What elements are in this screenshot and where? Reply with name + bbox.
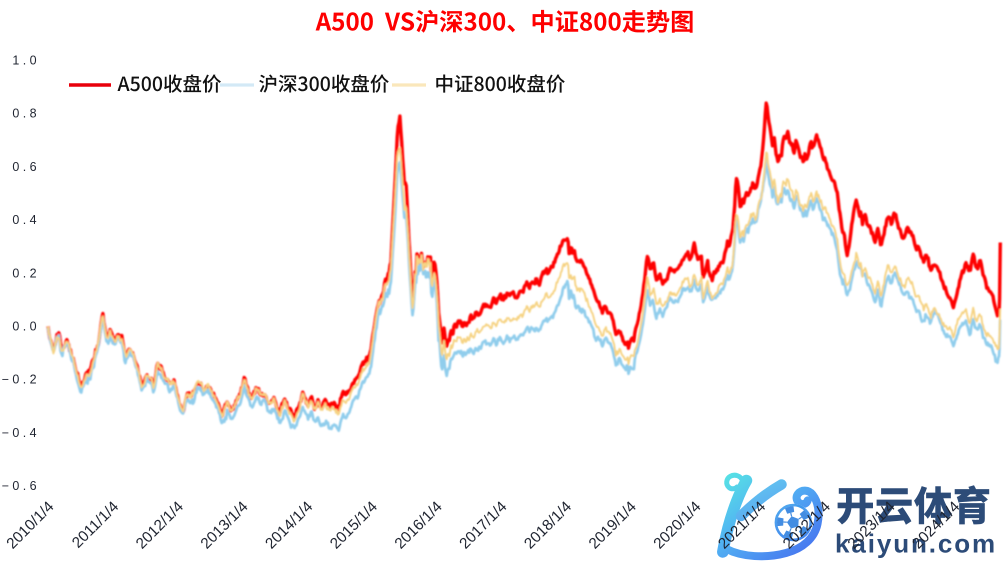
svg-text:0.6: 0.6 [12,160,40,174]
svg-text:0.0: 0.0 [12,320,40,334]
svg-text:0.2: 0.2 [12,266,40,280]
svg-text:1.0: 1.0 [12,54,40,68]
svg-text:0.4: 0.4 [12,213,40,227]
svg-text:−0.2: −0.2 [2,373,40,387]
svg-text:kaiyun.com: kaiyun.com [835,529,997,559]
svg-text:0.8: 0.8 [12,107,40,121]
svg-text:−0.6: −0.6 [2,479,40,493]
svg-text:−0.4: −0.4 [2,426,40,440]
